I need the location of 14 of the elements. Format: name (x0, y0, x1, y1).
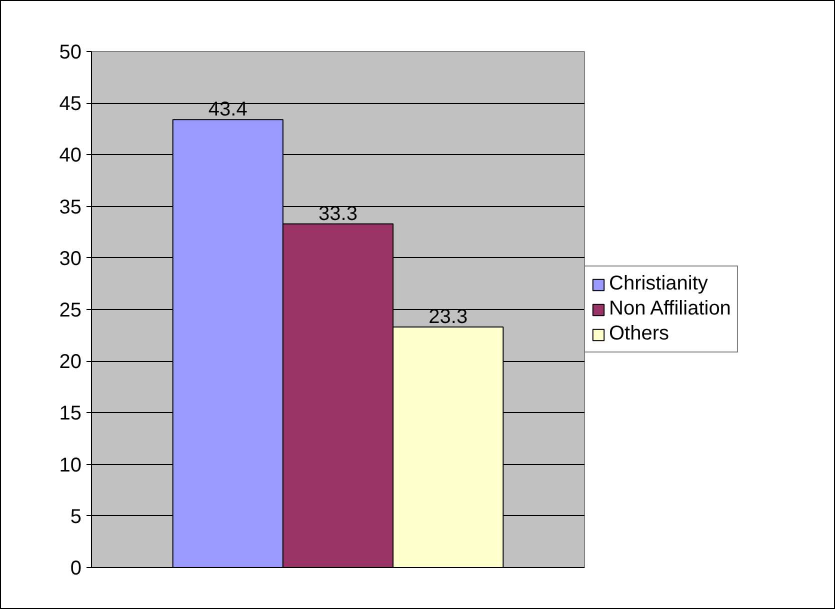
y-tick-label: 25 (59, 300, 82, 322)
y-tick-label: 10 (59, 454, 82, 476)
y-tick-label: 15 (59, 402, 82, 425)
y-tick-label: 45 (59, 93, 82, 116)
y-tick-label: 40 (59, 144, 82, 167)
y-tick-label: 30 (59, 248, 82, 270)
y-tick-label: 0 (70, 558, 82, 580)
legend-label: Others (609, 322, 670, 346)
y-tick-label: 5 (70, 506, 82, 528)
legend-label: Christianity (609, 272, 708, 296)
y-tick-label: 20 (59, 351, 82, 374)
y-tick-label: 35 (59, 196, 82, 218)
legend-label: Non Affiliation (609, 298, 731, 320)
y-tick-label: 50 (59, 42, 82, 64)
